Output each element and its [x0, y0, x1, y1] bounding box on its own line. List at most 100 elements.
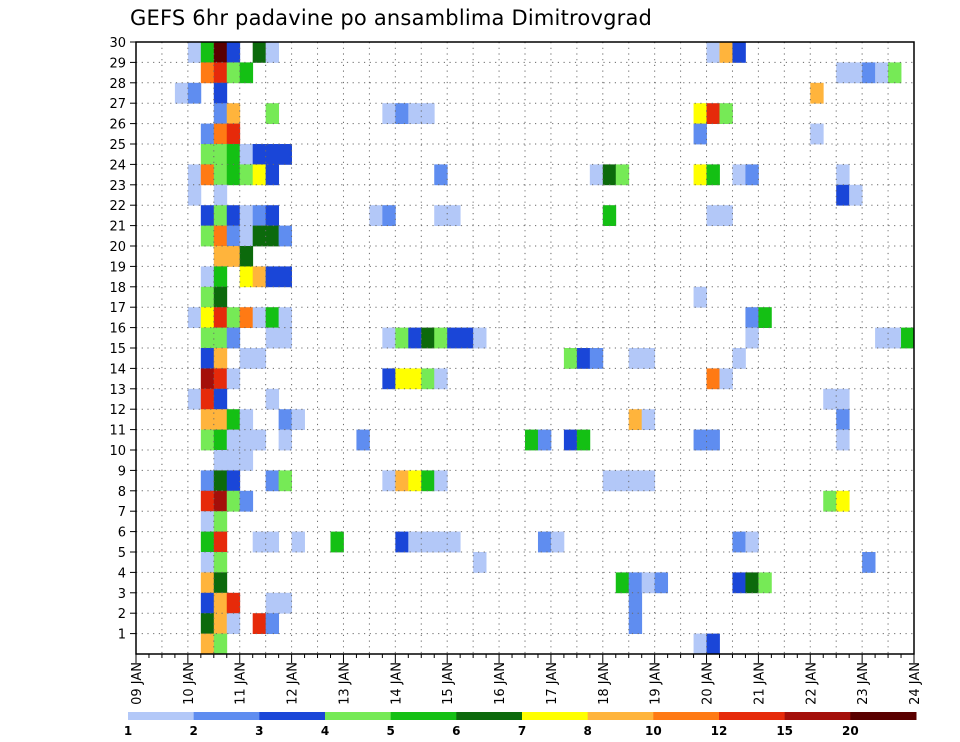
- colorbar-label: 2: [189, 724, 197, 738]
- heatmap-cell: [719, 42, 733, 63]
- heatmap-cell: [200, 633, 215, 655]
- heatmap-cell: [226, 327, 241, 349]
- heatmap-cell: [252, 307, 267, 328]
- heatmap-cell: [576, 348, 591, 369]
- heatmap-cell: [278, 144, 292, 165]
- heatmap-cell: [732, 348, 746, 369]
- heatmap-cell: [291, 409, 305, 430]
- colorbar-legend: 1 2 3 4 5 6 7 8 10 12 15 20: [124, 712, 917, 738]
- heatmap-cell: [693, 123, 707, 145]
- heatmap-cell: [213, 103, 228, 124]
- heatmap-cell: [213, 123, 228, 145]
- y-tick-label: 20: [109, 240, 126, 255]
- heatmap-cell: [213, 205, 228, 226]
- heatmap-cell: [875, 327, 889, 349]
- heatmap-cell: [641, 470, 656, 492]
- heatmap-cell: [628, 348, 643, 369]
- heatmap-cell: [641, 572, 656, 594]
- heatmap-cell: [239, 205, 254, 226]
- heatmap-cell: [239, 429, 254, 451]
- heatmap-cell: [226, 307, 241, 328]
- heatmap-cell: [836, 490, 850, 512]
- heatmap-cell: [226, 246, 241, 267]
- heatmap-cell: [615, 164, 630, 186]
- colorbar-swatch: [719, 712, 786, 720]
- heatmap-cell: [719, 368, 733, 390]
- heatmap-cell: [693, 286, 707, 308]
- heatmap-cell: [291, 531, 305, 553]
- heatmap-cell: [849, 62, 863, 84]
- heatmap-cell: [239, 490, 254, 512]
- heatmap-cell: [537, 429, 552, 451]
- heatmap-cell: [278, 470, 292, 492]
- heatmap-cell: [265, 164, 280, 186]
- heatmap-cell: [628, 613, 643, 634]
- heatmap-cell: [408, 368, 422, 390]
- heatmap-cell: [706, 205, 720, 226]
- x-tick-label: 19 JAN: [649, 662, 664, 705]
- heatmap-cell: [265, 388, 280, 410]
- heatmap-cell: [239, 225, 254, 247]
- heatmap-cell: [200, 572, 215, 594]
- heatmap-cell: [836, 184, 850, 206]
- heatmap-cell: [421, 531, 435, 553]
- heatmap-cell: [252, 225, 267, 247]
- heatmap-cell: [213, 82, 228, 104]
- y-tick-label: 28: [109, 77, 126, 92]
- y-tick-label: 6: [118, 526, 126, 541]
- colorbar-label: 7: [518, 724, 526, 738]
- heatmap-cell: [693, 429, 707, 451]
- colorbar-swatch: [850, 712, 917, 720]
- heatmap-cell: [213, 531, 228, 553]
- colorbar-label: 4: [321, 724, 329, 738]
- colorbar-swatch: [193, 712, 260, 720]
- heatmap-cell: [213, 327, 228, 349]
- heatmap-cell: [213, 246, 228, 267]
- y-tick-label: 11: [109, 424, 126, 439]
- y-tick-label: 1: [118, 628, 126, 643]
- colorbar-swatch: [259, 712, 326, 720]
- heatmap-cell: [187, 307, 202, 328]
- heatmap-cell: [421, 368, 435, 390]
- heatmap-cell: [213, 450, 228, 471]
- y-tick-label: 23: [109, 179, 126, 194]
- heatmap-cell: [213, 62, 228, 84]
- heatmap-cell: [252, 144, 267, 165]
- colorbar-label: 20: [842, 724, 859, 738]
- heatmap-cell: [226, 470, 241, 492]
- heatmap-cell: [745, 572, 759, 594]
- x-tick-label: 20 JAN: [701, 662, 716, 705]
- heatmap-cell: [278, 409, 292, 430]
- x-tick-label: 16 JAN: [493, 662, 508, 705]
- heatmap-cell: [602, 164, 617, 186]
- heatmap-cell: [213, 511, 228, 532]
- heatmap-cell: [213, 368, 228, 390]
- heatmap-cell: [187, 82, 202, 104]
- heatmap-cell: [213, 42, 228, 63]
- heatmap-cell: [187, 184, 202, 206]
- heatmap-cell: [265, 103, 280, 124]
- chart-title: GEFS 6hr padavine po ansamblima Dimitrov…: [130, 6, 653, 30]
- heatmap-cell: [200, 286, 215, 308]
- heatmap-cell: [213, 348, 228, 369]
- heatmap-cell: [278, 429, 292, 451]
- heatmap-cell: [226, 409, 241, 430]
- x-tick-label: 14 JAN: [389, 662, 404, 705]
- heatmap-cell: [732, 572, 746, 594]
- heatmap-cell: [693, 103, 707, 124]
- heatmap-cell: [200, 164, 215, 186]
- heatmap-cell: [382, 470, 396, 492]
- heatmap-cell: [460, 327, 474, 349]
- heatmap-cell: [278, 225, 292, 247]
- y-tick-label: 13: [109, 383, 126, 398]
- heatmap-cell: [200, 613, 215, 634]
- heatmap-cell: [265, 613, 280, 634]
- x-tick-label: 22 JAN: [804, 662, 819, 705]
- heatmap-cell: [239, 62, 254, 84]
- heatmap-cell: [875, 62, 889, 84]
- heatmap-cell: [408, 103, 422, 124]
- heatmap-cell: [693, 633, 707, 655]
- y-tick-label: 14: [109, 362, 126, 377]
- heatmap-cell: [888, 62, 902, 84]
- heatmap-cell: [226, 613, 241, 634]
